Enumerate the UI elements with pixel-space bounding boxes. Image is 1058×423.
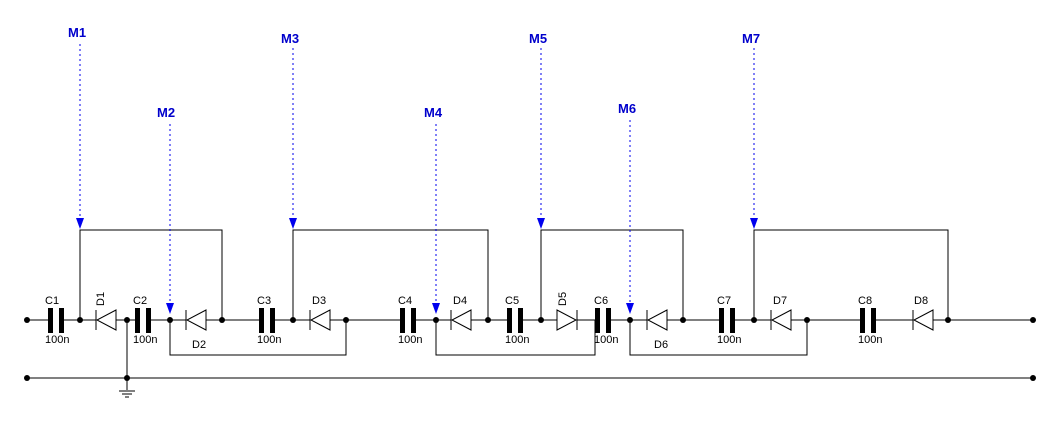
d6-name: D6 [654,339,668,351]
ground-symbol [119,378,135,398]
diode-d1 [95,309,117,331]
probe-label-m4: M4 [424,105,443,120]
c4-name: C4 [398,295,412,307]
diode-d3 [309,309,331,331]
probe-m1: M1 [68,25,86,229]
capacitor-labels: C1 100n C2 100n C3 100n C4 100n C5 100n … [45,295,882,346]
d2-name: D2 [192,339,206,351]
probe-label-m3: M3 [281,31,299,46]
probe-m2: M2 [157,105,175,314]
junction-dots [24,317,1036,381]
c6-value: 100n [594,334,618,346]
diode-d4 [450,309,472,331]
c3-name: C3 [257,295,271,307]
c7-name: C7 [717,295,731,307]
capacitor-c1 [48,308,64,333]
c7-value: 100n [717,334,741,346]
diode-d2 [185,309,207,331]
diode-d8 [912,309,934,331]
c3-value: 100n [257,334,281,346]
c5-value: 100n [505,334,529,346]
probe-m3: M3 [281,31,299,229]
d3-name: D3 [312,295,326,307]
probe-m5: M5 [529,31,547,229]
diode-d6 [646,309,668,331]
c2-name: C2 [133,295,147,307]
d1-name: D1 [95,292,107,306]
probe-label-m7: M7 [742,31,760,46]
d4-name: D4 [453,295,467,307]
capacitor-c4 [400,308,416,333]
probe-m6: M6 [618,101,636,314]
diode-d7 [770,309,792,331]
c5-name: C5 [505,295,519,307]
c1-value: 100n [45,334,69,346]
c1-name: C1 [45,295,59,307]
d5-name: D5 [557,292,569,306]
capacitor-c2 [135,308,151,333]
probe-m4: M4 [424,105,443,314]
c8-name: C8 [858,295,872,307]
lower-loops [169,320,808,356]
capacitor-c3 [259,308,275,333]
d8-name: D8 [914,295,928,307]
capacitor-c8 [860,308,876,333]
c4-value: 100n [398,334,422,346]
probe-label-m6: M6 [618,101,636,116]
c8-value: 100n [858,334,882,346]
upper-loops [79,229,949,320]
diode-labels: D1 D2 D3 D4 D5 D6 D7 D8 [95,292,928,351]
capacitor-c7 [719,308,735,333]
probe-label-m5: M5 [529,31,547,46]
d7-name: D7 [773,295,787,307]
capacitor-c6 [595,308,611,333]
diode-d5 [556,309,578,331]
probe-label-m1: M1 [68,25,86,40]
c6-name: C6 [594,295,608,307]
probe-m7: M7 [742,31,760,229]
capacitor-c5 [507,308,523,333]
ground-line [27,320,1033,379]
probe-label-m2: M2 [157,105,175,120]
c2-value: 100n [133,334,157,346]
